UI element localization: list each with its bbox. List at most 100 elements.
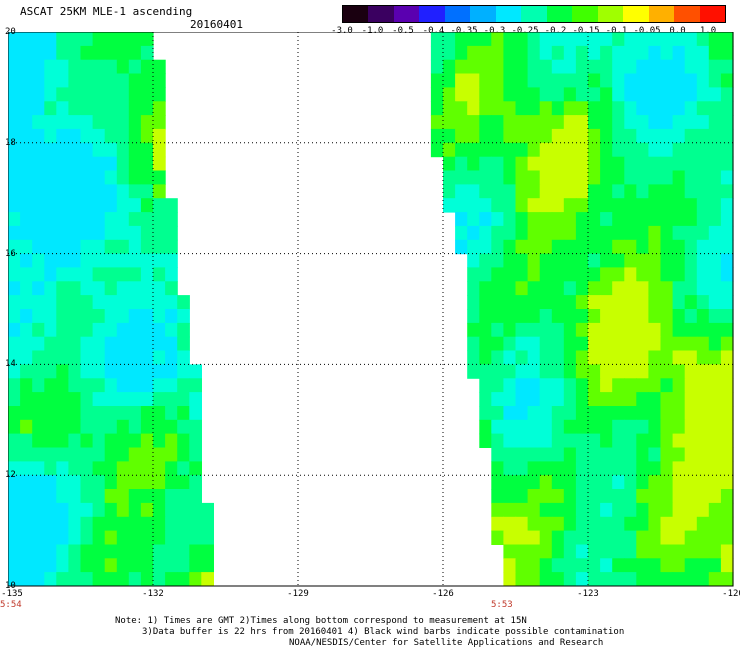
wind-cell — [563, 378, 577, 393]
wind-cell — [684, 378, 698, 393]
wind-cell — [539, 419, 553, 435]
wind-cell — [128, 530, 142, 545]
wind-cell — [104, 530, 118, 545]
wind-cell — [165, 378, 178, 393]
wind-cell — [68, 115, 82, 130]
wind-cell — [515, 142, 529, 158]
wind-cell — [515, 364, 529, 379]
wind-cell — [563, 253, 577, 268]
wind-cell — [684, 198, 698, 213]
wind-cell — [153, 87, 166, 102]
wind-cell — [8, 530, 21, 545]
wind-cell — [8, 322, 21, 338]
wind-cell — [8, 115, 21, 130]
wind-cell — [503, 558, 517, 573]
wind-cell — [56, 489, 69, 504]
wind-cell — [672, 447, 686, 462]
wind-cell — [80, 447, 94, 462]
wind-cell — [92, 128, 106, 144]
wind-cell — [479, 406, 492, 421]
wind-cell — [165, 475, 178, 490]
wind-cell — [612, 225, 625, 241]
wind-cell — [612, 128, 625, 144]
wind-cell — [128, 502, 142, 518]
wind-cell — [660, 32, 674, 47]
wind-cell — [720, 156, 734, 172]
wind-cell — [563, 73, 577, 88]
wind-cell — [660, 87, 674, 102]
wind-cell — [696, 281, 710, 296]
wind-cell — [527, 530, 541, 545]
wind-cell — [648, 59, 662, 75]
wind-cell — [720, 447, 734, 462]
wind-cell — [68, 572, 82, 587]
wind-cell — [551, 253, 565, 268]
wind-cell — [68, 433, 82, 448]
wind-cell — [92, 544, 106, 559]
wind-cell — [92, 336, 106, 352]
wind-cell — [612, 378, 625, 393]
wind-cell — [443, 73, 456, 88]
wind-cell — [660, 225, 674, 241]
wind-cell — [153, 184, 166, 199]
wind-cell — [68, 378, 82, 393]
wind-cell — [503, 73, 517, 88]
latitude-label: 16 — [5, 248, 16, 259]
wind-cell — [116, 336, 130, 352]
wind-cell — [696, 378, 710, 393]
wind-cell — [660, 419, 674, 435]
wind-cell — [515, 281, 529, 296]
wind-cell — [684, 502, 698, 518]
wind-cell — [624, 419, 637, 435]
wind-cell — [467, 156, 480, 172]
wind-cell — [612, 115, 625, 130]
wind-cell — [515, 392, 529, 407]
wind-cell — [600, 461, 613, 476]
wind-cell — [92, 115, 106, 130]
wind-cell — [68, 489, 82, 504]
wind-cell — [20, 336, 33, 352]
wind-cell — [672, 32, 686, 47]
wind-cell — [92, 142, 106, 158]
wind-cell — [684, 184, 698, 199]
wind-cell — [515, 225, 529, 241]
wind-cell — [515, 170, 529, 185]
wind-cell — [44, 461, 57, 476]
wind-cell — [92, 447, 106, 462]
wind-cell — [128, 198, 142, 213]
wind-cell — [165, 419, 178, 435]
wind-cell — [92, 225, 106, 241]
wind-cell — [515, 530, 529, 545]
wind-cell — [455, 184, 468, 199]
wind-cell — [128, 309, 142, 324]
wind-cell — [624, 128, 637, 144]
wind-cell — [672, 198, 686, 213]
wind-cell — [467, 101, 480, 116]
wind-cell — [684, 87, 698, 102]
wind-cell — [20, 516, 33, 532]
wind-cell — [32, 406, 45, 421]
wind-cell — [588, 489, 601, 504]
wind-cell — [672, 170, 686, 185]
wind-cell — [696, 502, 710, 518]
wind-cell — [720, 184, 734, 199]
wind-cell — [539, 447, 553, 462]
wind-cell — [165, 350, 178, 365]
colorbar-label: -1.0 — [361, 26, 384, 36]
wind-cell — [80, 309, 94, 324]
wind-cell — [104, 281, 118, 296]
wind-cell — [165, 267, 178, 282]
wind-cell — [684, 392, 698, 407]
wind-cell — [177, 392, 190, 407]
wind-cell — [128, 544, 142, 559]
wind-cell — [612, 101, 625, 116]
wind-cell — [624, 502, 637, 518]
wind-cell — [189, 572, 202, 587]
wind-cell — [588, 59, 601, 75]
wind-cell — [165, 392, 178, 407]
wind-cell — [177, 309, 190, 324]
wind-cell — [201, 572, 214, 587]
wind-cell — [116, 475, 130, 490]
wind-cell — [503, 461, 517, 476]
wind-cell — [539, 101, 553, 116]
